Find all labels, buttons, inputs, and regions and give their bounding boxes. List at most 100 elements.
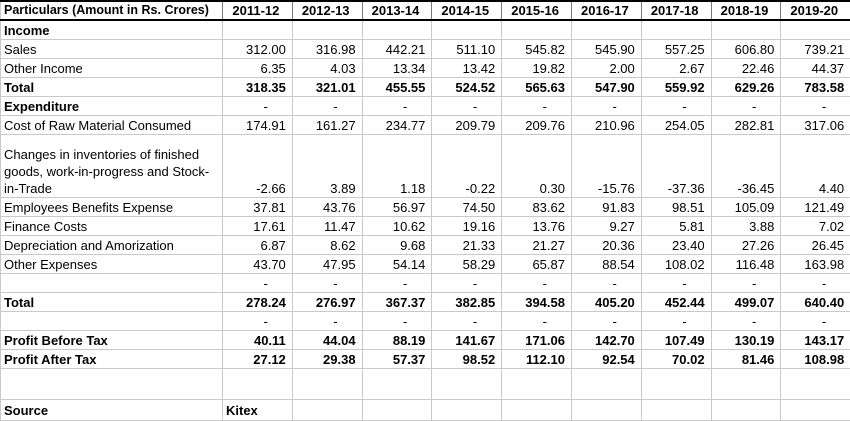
dash-cell: - bbox=[710, 273, 782, 293]
value-cell: 559.92 bbox=[640, 77, 712, 97]
value-cell: -37.36 bbox=[640, 134, 712, 198]
blank-cell bbox=[431, 19, 503, 40]
dash-cell: - bbox=[570, 273, 642, 293]
year-column-header: 2017-18 bbox=[640, 0, 712, 21]
value-cell: 163.98 bbox=[780, 254, 850, 274]
value-cell: 108.98 bbox=[780, 349, 850, 369]
blank-cell bbox=[291, 368, 363, 400]
value-cell: 27.26 bbox=[710, 235, 782, 255]
value-cell: 316.98 bbox=[291, 39, 363, 59]
row-income-total: Total 318.35 321.01 455.55 524.52 565.63 547.9… bbox=[0, 77, 850, 97]
value-cell: 83.62 bbox=[501, 197, 572, 217]
year-column-header: 2016-17 bbox=[570, 0, 642, 21]
blank-cell bbox=[780, 19, 850, 40]
dash-cell: - bbox=[291, 273, 363, 293]
row-dash-2: --------- bbox=[0, 311, 850, 331]
value-cell: 6.87 bbox=[222, 235, 293, 255]
value-cell: 92.54 bbox=[570, 349, 642, 369]
dash-cell: - bbox=[501, 311, 572, 331]
row-spacer bbox=[0, 368, 850, 400]
row-label: Other Expenses bbox=[0, 254, 223, 274]
row-depreciation: Depreciation and Amorization 6.87 8.62 9.68… bbox=[0, 235, 850, 255]
value-cell: 21.27 bbox=[501, 235, 572, 255]
row-sales: Sales 312.00 316.98 442.21 511.10 545.82 545.9… bbox=[0, 39, 850, 59]
dash-cell: - bbox=[501, 273, 572, 293]
value-cell: 27.12 bbox=[222, 349, 293, 369]
row-label bbox=[0, 368, 223, 400]
year-column-header: 2018-19 bbox=[710, 0, 782, 21]
dash-cell: - bbox=[640, 311, 712, 331]
row-label: Total bbox=[0, 292, 223, 312]
year-column-header: 2013-14 bbox=[361, 0, 433, 21]
value-cell: 278.24 bbox=[222, 292, 293, 312]
blank-cell bbox=[431, 368, 503, 400]
dash-cell: - bbox=[431, 96, 503, 116]
value-cell: 161.27 bbox=[291, 115, 363, 135]
dash-cell: - bbox=[431, 311, 503, 331]
year-column-header: 2012-13 bbox=[291, 0, 363, 21]
value-cell: 142.70 bbox=[570, 330, 642, 350]
value-cell: 282.81 bbox=[710, 115, 782, 135]
value-cell: -36.45 bbox=[710, 134, 782, 198]
table-body: Income Sales 312.00 316.98 442.21 511.10 545.8… bbox=[0, 19, 850, 421]
row-finance-costs: Finance Costs 17.61 11.47 10.62 19.16 13.76 9.… bbox=[0, 216, 850, 236]
row-other-expenses: Other Expenses 43.70 47.95 54.14 58.29 65.87 8… bbox=[0, 254, 850, 274]
dash-cell: - bbox=[640, 273, 712, 293]
row-label: Profit Before Tax bbox=[0, 330, 223, 350]
value-cell: 171.06 bbox=[501, 330, 572, 350]
value-cell: 44.04 bbox=[291, 330, 363, 350]
value-cell: 2.67 bbox=[640, 58, 712, 78]
value-cell: 606.80 bbox=[710, 39, 782, 59]
value-cell: 65.87 bbox=[501, 254, 572, 274]
value-cell: 130.19 bbox=[710, 330, 782, 350]
value-cell: 367.37 bbox=[361, 292, 433, 312]
value-cell: 9.68 bbox=[361, 235, 433, 255]
dash-cell: - bbox=[222, 311, 293, 331]
value-cell: 276.97 bbox=[291, 292, 363, 312]
row-employee-benefits: Employees Benefits Expense 37.81 43.76 56.9… bbox=[0, 197, 850, 217]
value-cell: 210.96 bbox=[570, 115, 642, 135]
value-cell: 10.62 bbox=[361, 216, 433, 236]
value-cell: 105.09 bbox=[710, 197, 782, 217]
value-cell: 8.62 bbox=[291, 235, 363, 255]
value-cell: 318.35 bbox=[222, 77, 293, 97]
dash-cell: - bbox=[640, 96, 712, 116]
value-cell: 174.91 bbox=[222, 115, 293, 135]
value-cell: 47.95 bbox=[291, 254, 363, 274]
blank-cell bbox=[710, 19, 782, 40]
dash-cell: - bbox=[291, 311, 363, 331]
value-cell: 91.83 bbox=[570, 197, 642, 217]
value-cell: 4.03 bbox=[291, 58, 363, 78]
row-label: Expenditure bbox=[0, 96, 223, 116]
dash-cell: - bbox=[361, 96, 433, 116]
value-cell: -2.66 bbox=[222, 134, 293, 198]
dash-cell: - bbox=[222, 96, 293, 116]
value-cell: 321.01 bbox=[291, 77, 363, 97]
dash-cell: - bbox=[361, 311, 433, 331]
blank-cell bbox=[361, 368, 433, 400]
value-cell: 405.20 bbox=[570, 292, 642, 312]
value-cell: 88.54 bbox=[570, 254, 642, 274]
source-value-cell: Kitex bbox=[222, 399, 293, 421]
value-cell: 499.07 bbox=[710, 292, 782, 312]
value-cell: 23.40 bbox=[640, 235, 712, 255]
value-cell: 57.37 bbox=[361, 349, 433, 369]
value-cell: 629.26 bbox=[710, 77, 782, 97]
row-label: Sales bbox=[0, 39, 223, 59]
row-label: Cost of Raw Material Consumed bbox=[0, 115, 223, 135]
header-row: Particulars (Amount in Rs. Crores) 2011-1… bbox=[0, 0, 850, 21]
year-column-header: 2014-15 bbox=[431, 0, 503, 21]
value-cell: 209.79 bbox=[431, 115, 503, 135]
value-cell: 141.67 bbox=[431, 330, 503, 350]
value-cell: 394.58 bbox=[501, 292, 572, 312]
value-cell: 455.55 bbox=[361, 77, 433, 97]
value-cell: 317.06 bbox=[780, 115, 850, 135]
blank-cell bbox=[501, 399, 572, 421]
blank-cell bbox=[570, 368, 642, 400]
blank-cell bbox=[361, 399, 433, 421]
value-cell: 442.21 bbox=[361, 39, 433, 59]
table-header: Particulars (Amount in Rs. Crores) 2011-1… bbox=[0, 0, 850, 21]
value-cell: 452.44 bbox=[640, 292, 712, 312]
blank-cell bbox=[710, 368, 782, 400]
value-cell: 70.02 bbox=[640, 349, 712, 369]
